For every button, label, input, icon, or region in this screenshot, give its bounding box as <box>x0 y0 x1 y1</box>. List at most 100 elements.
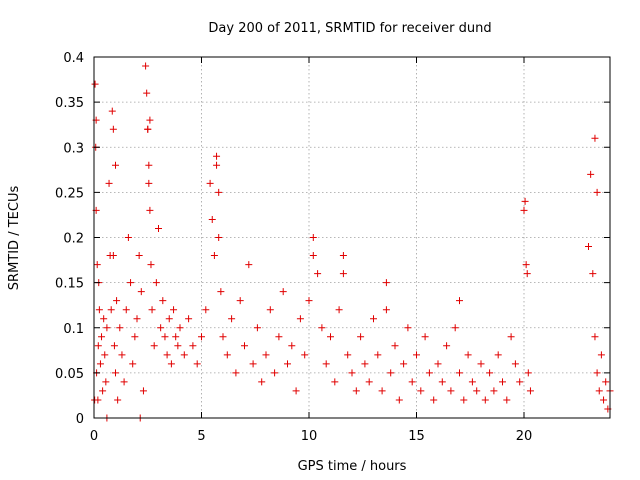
data-point <box>473 387 481 395</box>
data-point <box>107 306 115 314</box>
data-point <box>210 252 218 260</box>
data-point <box>516 378 524 386</box>
data-point <box>404 324 412 332</box>
data-point <box>219 333 227 341</box>
x-tick-label: 0 <box>90 429 98 444</box>
data-point <box>148 306 156 314</box>
data-point <box>167 360 175 368</box>
y-tick-label: 0 <box>76 412 84 427</box>
data-point <box>408 378 416 386</box>
data-point <box>93 261 101 269</box>
data-point <box>593 188 601 196</box>
data-point <box>357 333 365 341</box>
data-point <box>314 270 322 278</box>
data-point <box>137 288 145 296</box>
data-point <box>198 333 205 341</box>
data-point <box>275 333 283 341</box>
data-point <box>223 351 231 359</box>
data-point <box>95 306 103 314</box>
data-point <box>597 351 605 359</box>
data-point <box>253 324 261 332</box>
data-point <box>309 252 317 260</box>
data-point <box>292 387 300 395</box>
data-point <box>189 342 197 350</box>
data-point <box>258 378 266 386</box>
data-point <box>602 378 610 386</box>
data-point <box>447 387 455 395</box>
data-point <box>94 342 102 350</box>
data-point <box>145 161 153 169</box>
data-point <box>112 369 119 377</box>
data-point <box>391 342 399 350</box>
data-points <box>91 62 614 422</box>
data-point <box>327 333 334 341</box>
data-point <box>146 116 154 124</box>
data-point <box>124 234 132 241</box>
data-point <box>109 125 117 133</box>
data-point <box>587 170 595 178</box>
data-point <box>159 297 167 305</box>
data-point <box>174 342 182 350</box>
y-tick-label: 0.2 <box>63 232 84 247</box>
data-point <box>170 306 178 314</box>
data-point <box>589 270 597 278</box>
data-point <box>361 360 369 368</box>
data-point <box>215 188 223 196</box>
data-point <box>109 252 117 260</box>
data-point <box>521 197 529 205</box>
data-point <box>105 179 113 187</box>
data-point <box>139 387 147 395</box>
data-point <box>595 387 603 395</box>
data-point <box>284 360 291 368</box>
data-point <box>370 315 377 323</box>
data-point <box>511 360 519 368</box>
data-point <box>322 360 330 368</box>
data-point <box>113 297 121 305</box>
data-point <box>382 306 390 314</box>
data-point <box>434 360 442 368</box>
data-point <box>305 297 313 305</box>
data-point <box>464 351 472 359</box>
data-point <box>344 351 352 359</box>
data-point <box>524 369 532 377</box>
data-point <box>163 351 171 359</box>
data-point <box>374 351 382 359</box>
data-point <box>129 360 137 368</box>
x-tick-label: 10 <box>301 429 318 444</box>
data-point <box>339 252 347 260</box>
data-point <box>301 351 309 359</box>
data-point <box>165 315 173 323</box>
data-point <box>520 206 528 214</box>
data-point <box>503 396 511 404</box>
x-tick-label: 5 <box>197 429 205 444</box>
data-point <box>494 351 502 359</box>
data-point <box>271 369 279 377</box>
data-point <box>266 306 274 314</box>
x-axis: 0 5 10 15 20 <box>90 57 532 444</box>
data-point <box>114 396 122 404</box>
grid-lines <box>94 57 610 418</box>
data-point <box>460 396 468 404</box>
data-point <box>142 62 150 70</box>
data-point <box>91 80 99 88</box>
x-axis-label: GPS time / hours <box>298 459 407 474</box>
data-point <box>96 360 104 368</box>
data-point <box>288 342 296 350</box>
data-point <box>143 89 151 97</box>
data-point <box>147 261 155 269</box>
data-point <box>161 333 169 341</box>
data-point <box>339 270 347 278</box>
data-point <box>443 342 451 350</box>
data-point <box>133 315 141 323</box>
data-point <box>118 351 126 359</box>
data-point <box>438 378 446 386</box>
data-point <box>127 279 135 287</box>
data-point <box>451 324 459 332</box>
data-point <box>206 179 214 187</box>
data-point <box>591 134 599 142</box>
data-point <box>387 369 395 377</box>
data-point <box>122 306 130 314</box>
data-point <box>400 360 408 368</box>
data-point <box>100 315 108 323</box>
